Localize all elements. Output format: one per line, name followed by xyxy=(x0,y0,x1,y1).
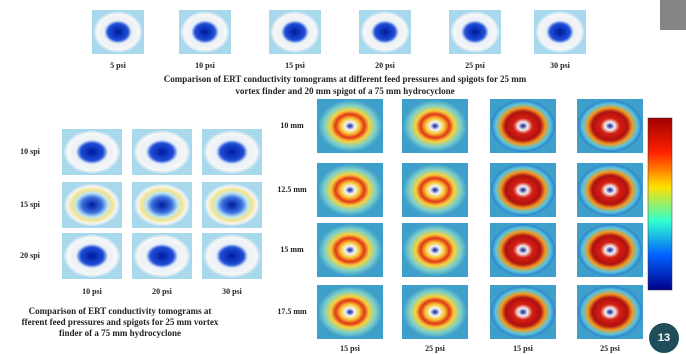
tomogram xyxy=(450,11,500,53)
row-label: 15 mm xyxy=(280,245,304,254)
col-label: 30 psi xyxy=(222,287,243,296)
tomogram xyxy=(203,183,261,227)
row-label: 20 spi xyxy=(20,251,41,260)
image-label: 5 psi xyxy=(110,61,127,70)
tomogram xyxy=(133,183,191,227)
caption: Comparison of ERT conductivity tomograms… xyxy=(164,74,527,84)
tomogram xyxy=(403,224,467,276)
page-badge xyxy=(649,323,679,353)
tomogram xyxy=(491,286,555,338)
row-label: 10 spi xyxy=(20,147,41,156)
col-label: 15 psi xyxy=(513,344,534,353)
row-label: 17.5 mm xyxy=(277,307,307,316)
image-label: 10 psi xyxy=(195,61,216,70)
col-label: 15 psi xyxy=(340,344,361,353)
tomogram xyxy=(403,286,467,338)
tomogram xyxy=(403,100,467,152)
tomogram xyxy=(270,11,320,53)
col-label: 25 psi xyxy=(425,344,446,353)
tomogram xyxy=(535,11,585,53)
row-label: 12.5 mm xyxy=(277,185,307,194)
tomogram xyxy=(318,286,382,338)
row-label: 15 spi xyxy=(20,200,41,209)
row-label: 10 mm xyxy=(280,121,304,130)
caption: fferent feed pressures and spigots for 2… xyxy=(22,317,219,327)
caption: Comparison of ERT conductivity tomograms… xyxy=(29,306,212,316)
image-label: 15 psi xyxy=(285,61,306,70)
col-label: 20 psi xyxy=(152,287,173,296)
tomogram xyxy=(491,100,555,152)
image-label: 25 psi xyxy=(465,61,486,70)
tomogram xyxy=(63,234,121,278)
tomogram xyxy=(318,100,382,152)
image-label: 20 psi xyxy=(375,61,396,70)
tomogram xyxy=(360,11,410,53)
image-label: 30 psi xyxy=(550,61,571,70)
tomogram xyxy=(578,100,642,152)
col-label: 10 psi xyxy=(82,287,103,296)
tomogram xyxy=(578,286,642,338)
tomogram xyxy=(63,183,121,227)
page-number: 13 xyxy=(658,332,670,344)
tomogram xyxy=(578,224,642,276)
tomogram xyxy=(491,224,555,276)
col-label: 25 psi xyxy=(600,344,621,353)
tomogram xyxy=(578,164,642,216)
tomogram xyxy=(133,130,191,174)
tomogram xyxy=(180,11,230,53)
tomogram xyxy=(318,224,382,276)
caption: finder of a 75 mm hydrocyclone xyxy=(59,328,181,338)
tomogram xyxy=(203,234,261,278)
tomogram xyxy=(318,164,382,216)
tomogram xyxy=(203,130,261,174)
tomogram xyxy=(133,234,191,278)
tomogram xyxy=(63,130,121,174)
tomogram xyxy=(403,164,467,216)
colorbar xyxy=(647,117,673,291)
caption: vortex finder and 20 mm spigot of a 75 m… xyxy=(235,86,454,96)
logo xyxy=(660,0,686,30)
tomogram xyxy=(491,164,555,216)
tomogram xyxy=(93,11,143,53)
